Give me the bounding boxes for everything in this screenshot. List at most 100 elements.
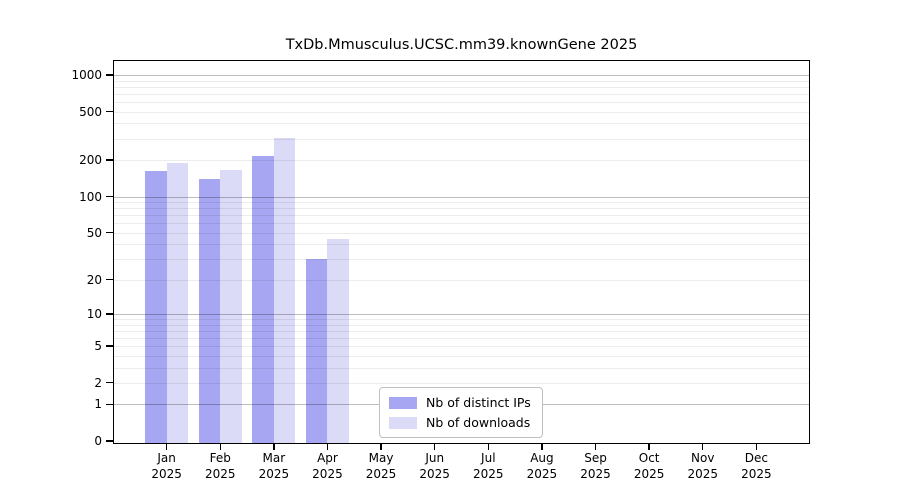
x-tick-mark xyxy=(702,444,704,450)
gridline-minor xyxy=(113,93,810,95)
x-tick-label: Sep 2025 xyxy=(566,451,626,482)
bar-jan-downloads xyxy=(166,162,189,444)
bar-mar-downloads xyxy=(273,137,296,444)
x-tick-mark xyxy=(380,444,382,450)
bar-feb-distinct-ips xyxy=(198,178,221,444)
legend: Nb of distinct IPs Nb of downloads xyxy=(379,387,543,438)
legend-swatch-downloads xyxy=(389,416,417,429)
legend-entry-downloads: Nb of downloads xyxy=(389,415,531,430)
gridline-minor xyxy=(113,215,810,217)
gridline-minor xyxy=(113,337,810,339)
bars-layer xyxy=(113,60,810,444)
gridline-minor xyxy=(113,324,810,326)
y-tick-label: 100 xyxy=(79,189,102,204)
gridline-major xyxy=(113,75,810,77)
x-tick-year: 2025 xyxy=(473,466,504,481)
bar-mar-distinct-ips xyxy=(252,156,274,444)
gridline-minor xyxy=(113,86,810,88)
y-tick-label: 2 xyxy=(94,375,102,390)
y-tick-label: 0 xyxy=(94,434,102,448)
x-tick-year: 2025 xyxy=(365,466,397,481)
x-tick-mark xyxy=(219,444,221,450)
x-tick-year: 2025 xyxy=(204,466,236,481)
x-tick-mark xyxy=(433,444,436,450)
y-tick-mark xyxy=(106,403,113,405)
x-tick-year: 2025 xyxy=(687,466,719,481)
y-tick-mark xyxy=(106,382,113,384)
gridline-minor xyxy=(113,138,810,140)
gridline-major xyxy=(113,313,810,315)
x-tick-mark xyxy=(487,444,489,450)
x-tick-year: 2025 xyxy=(312,466,343,481)
x-tick-mark xyxy=(165,444,168,450)
x-tick-year: 2025 xyxy=(151,466,182,481)
gridline-minor xyxy=(113,111,810,113)
y-tick-mark xyxy=(106,111,113,113)
x-tick-label: Aug 2025 xyxy=(512,451,572,482)
gridline-minor xyxy=(113,202,810,204)
gridline-minor xyxy=(113,80,810,82)
y-tick-label: 10 xyxy=(86,306,102,321)
x-tick-year: 2025 xyxy=(526,466,558,481)
gridline-major xyxy=(113,196,810,198)
gridline-minor xyxy=(113,160,810,162)
x-tick-year: 2025 xyxy=(258,466,290,481)
gridline-minor xyxy=(113,123,810,125)
y-tick-mark xyxy=(106,440,113,442)
x-tick-label: Oct 2025 xyxy=(619,451,679,482)
x-tick-mark xyxy=(326,444,329,450)
x-tick-label: Jul 2025 xyxy=(458,451,518,482)
y-tick-mark xyxy=(106,74,113,76)
legend-label-distinct-ips: Nb of distinct IPs xyxy=(426,395,531,410)
y-tick-label: 1 xyxy=(94,397,102,412)
y-tick-mark xyxy=(106,195,113,198)
gridline-minor xyxy=(113,102,810,104)
gridline-minor xyxy=(113,330,810,332)
x-tick-mark xyxy=(541,444,543,450)
gridline-minor xyxy=(113,259,810,261)
gridline-minor xyxy=(113,319,810,321)
x-tick-mark xyxy=(755,444,758,450)
gridline-minor xyxy=(113,208,810,210)
x-tick-label: Dec 2025 xyxy=(726,451,786,482)
x-tick-year: 2025 xyxy=(419,466,450,481)
x-tick-year: 2025 xyxy=(580,466,611,481)
x-tick-label: Mar 2025 xyxy=(244,451,304,482)
chart-title: TxDb.Mmusculus.UCSC.mm39.knownGene 2025 xyxy=(285,37,638,53)
legend-swatch-distinct-ips xyxy=(389,396,417,409)
gridline-minor xyxy=(113,279,810,281)
legend-label-downloads: Nb of downloads xyxy=(426,415,531,430)
y-tick-mark xyxy=(106,313,113,315)
y-tick-label: 500 xyxy=(79,104,102,119)
legend-entry-distinct-ips: Nb of distinct IPs xyxy=(389,395,531,410)
x-tick-mark xyxy=(273,444,275,450)
x-tick-year: 2025 xyxy=(633,466,665,481)
y-tick-label: 5 xyxy=(94,339,102,354)
y-tick-label: 20 xyxy=(86,272,102,287)
y-tick-mark xyxy=(106,159,113,161)
plot-area: Nb of distinct IPs Nb of downloads xyxy=(113,60,810,444)
gridline-minor xyxy=(113,232,810,234)
y-tick-mark xyxy=(106,232,113,234)
y-tick-label: 50 xyxy=(86,225,102,240)
bar-feb-downloads xyxy=(220,170,242,444)
gridline-minor xyxy=(113,244,810,246)
y-tick-mark xyxy=(106,279,113,281)
gridline-minor xyxy=(113,346,810,348)
bar-apr-downloads xyxy=(327,239,349,444)
x-tick-label: Jun 2025 xyxy=(405,451,465,482)
x-tick-mark xyxy=(594,444,597,450)
gridline-minor xyxy=(113,355,810,357)
y-tick-mark xyxy=(106,345,113,347)
x-tick-mark xyxy=(648,444,650,450)
x-tick-label: Feb 2025 xyxy=(190,451,250,482)
x-tick-label: Nov 2025 xyxy=(673,451,733,482)
gridline-minor xyxy=(113,382,810,384)
gridline-minor xyxy=(113,223,810,225)
bar-jan-distinct-ips xyxy=(145,170,167,444)
x-tick-year: 2025 xyxy=(741,466,772,481)
x-tick-label: Jan 2025 xyxy=(137,451,197,482)
y-tick-label: 1000 xyxy=(71,68,102,83)
gridline-minor xyxy=(113,367,810,369)
